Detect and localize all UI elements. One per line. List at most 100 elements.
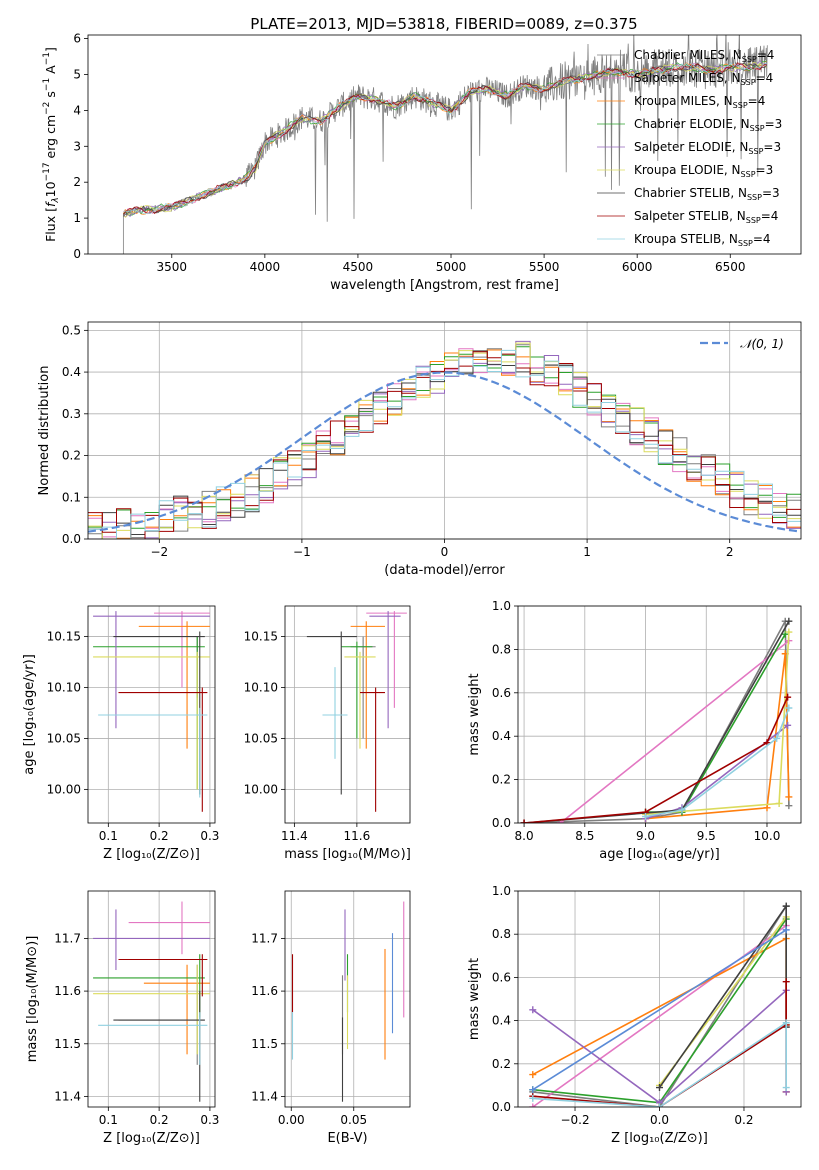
mass_vs_Z-x-tick-label: 0.2 (150, 1113, 169, 1127)
legend-entry: Chabrier ELODIE, NSSP=3 (634, 117, 782, 133)
model-spectrum-line (123, 62, 767, 215)
spectrum-y-tick-label: 4 (73, 103, 81, 117)
weight_vs_age-y-tick-label: 0.2 (492, 773, 511, 787)
age_vs_Z-x-tick-label: 0.1 (99, 829, 118, 843)
age_vs_mass-frame (284, 605, 411, 824)
age_vs_Z-y-tick-label: 10.05 (47, 731, 81, 745)
weight_vs_Z-y-tick-label: 0.8 (492, 927, 511, 941)
mass_vs_ebv-y-tick-label: 11.5 (251, 1037, 278, 1051)
weight_vs_Z-y-tick-label: 0.2 (492, 1057, 511, 1071)
mass-weight-marker (785, 793, 793, 801)
legend-entry: Salpeter STELIB, NSSP=4 (634, 209, 778, 225)
legend-entry: Kroupa ELODIE, NSSP=3 (634, 163, 773, 179)
weight_vs_Z-y-tick-label: 0.4 (492, 1014, 511, 1028)
mass-weight-marker (782, 978, 790, 986)
age_vs_Z-frame (87, 605, 216, 824)
mass-weight-marker (782, 1084, 790, 1092)
mass-weight-marker (782, 1019, 790, 1027)
model-spectrum-line (123, 62, 767, 217)
mass-weight-line (532, 929, 787, 1091)
residuals-y-tick-label: 0.1 (62, 490, 81, 504)
residuals-x-tick-label: 2 (726, 545, 734, 559)
age_vs_Z-y-tick-label: 10.00 (47, 782, 81, 796)
legend-entry: Chabrier MILES, NSSP=4 (634, 48, 774, 64)
age_vs_Z-ylabel: age [log₁₀(age/yr)] (22, 654, 37, 775)
age_vs_mass-y-tick-label: 10.15 (244, 630, 278, 644)
age_vs_Z-axes: 0.1 0.2 0.3 10.00 10.05 10.10 10.15 Z [log₁₀(Z/… (22, 605, 219, 862)
mass-weight-marker (785, 802, 793, 810)
mass_vs_Z-xlabel: Z [log₁₀(Z/Z⊙)] (103, 1131, 200, 1146)
mass-weight-marker (785, 628, 793, 636)
spectrum-x-tick-label: 5500 (529, 260, 560, 274)
weight_vs_Z-xlabel: Z [log₁₀(Z/Z⊙)] (611, 1131, 708, 1146)
residuals-xlabel: (data-model)/error (384, 563, 505, 578)
residuals-y-tick-label: 0.5 (62, 323, 81, 337)
spectrum-y-tick-label: 3 (73, 139, 81, 153)
mass_vs_ebv-plot-area (291, 901, 405, 1102)
age_vs_Z-y-tick-label: 10.10 (47, 681, 81, 695)
weight_vs_age-x-tick-label: 10.0 (754, 829, 781, 843)
mass_vs_Z-y-tick-label: 11.6 (54, 984, 81, 998)
mass_vs_Z-x-tick-label: 0.3 (200, 1113, 219, 1127)
model-spectrum-line (123, 62, 767, 215)
spectrum-x-tick-label: 4000 (250, 260, 281, 274)
mass-weight-marker (529, 1006, 537, 1014)
weight_vs_Z-y-tick-label: 1.0 (492, 884, 511, 898)
weight_vs_age-x-tick-label: 8.0 (515, 829, 534, 843)
residuals-plot-area (88, 340, 801, 539)
mass_vs_Z-y-tick-label: 11.5 (54, 1037, 81, 1051)
mass_vs_Z-axes: 0.1 0.2 0.3 11.4 11.5 11.6 11.7 Z [log₁₀(Z/Z⊙)]… (25, 890, 219, 1146)
model-spectrum-line (123, 61, 767, 218)
residual-histogram-step (88, 349, 801, 539)
mass_vs_ebv-xlabel: E(B-V) (327, 1131, 367, 1146)
residuals-y-tick-label: 0.3 (62, 407, 81, 421)
mass-weight-marker (785, 617, 793, 625)
mass-weight-marker (784, 693, 792, 701)
weight_vs_age-y-tick-label: 1.0 (492, 599, 511, 613)
weight_vs_Z-frame (517, 890, 802, 1108)
weight_vs_Z-plot-area (529, 902, 790, 1107)
weight_vs_age-y-tick-label: 0.0 (492, 816, 511, 830)
spectrum-x-tick-label: 6000 (622, 260, 653, 274)
age_vs_mass-x-tick-label: 11.4 (281, 829, 308, 843)
age_vs_mass-y-tick-label: 10.10 (244, 681, 278, 695)
weight_vs_Z-x-tick-label: −0.2 (560, 1113, 589, 1127)
age_vs_Z-xlabel: Z [log₁₀(Z/Z⊙)] (103, 847, 200, 862)
spectrum-x-tick-label: 5000 (436, 260, 467, 274)
spectrum-y-tick-label: 0 (73, 247, 81, 261)
spectrum-y-tick-label: 2 (73, 175, 81, 189)
weight_vs_Z-y-tick-label: 0.0 (492, 1100, 511, 1114)
spectrum-frame (87, 34, 802, 255)
mass_vs_ebv-axes: 0.00 0.05 11.4 11.5 11.6 11.7 E(B-V) (251, 890, 411, 1146)
mass-weight-marker (656, 1084, 663, 1092)
mass-weight-marker (781, 630, 789, 638)
legend-entry: Salpeter ELODIE, NSSP=3 (634, 140, 781, 156)
age_vs_mass-y-tick-label: 10.00 (244, 782, 278, 796)
mass-weight-marker (773, 734, 781, 742)
weight_vs_age-y-tick-label: 0.8 (492, 642, 511, 656)
age_vs_mass-x-tick-label: 11.6 (344, 829, 371, 843)
normal-curve (88, 371, 801, 533)
age_vs_mass-xlabel: mass [log₁₀(M/M⊙)] (284, 847, 411, 862)
mass_vs_Z-x-tick-label: 0.1 (99, 1113, 118, 1127)
spectrum-x-tick-label: 6500 (715, 260, 746, 274)
model-spectrum-line (123, 62, 767, 215)
weight_vs_Z-ylabel: mass weight (467, 958, 482, 1040)
age_vs_Z-x-tick-label: 0.2 (150, 829, 169, 843)
age_vs_Z-y-tick-label: 10.15 (47, 630, 81, 644)
legend-entry: Kroupa STELIB, NSSP=4 (634, 232, 771, 248)
mass-weight-marker (784, 721, 792, 729)
weight_vs_age-y-tick-label: 0.4 (492, 729, 511, 743)
observed-spectrum-line (123, 35, 768, 222)
mass-weight-marker (529, 1103, 537, 1107)
mass-weight-marker (785, 704, 793, 712)
weight_vs_Z-x-tick-label: 0.0 (650, 1113, 669, 1127)
mass-weight-marker (775, 799, 783, 807)
spectrum-legend: Chabrier MILES, NSSP=4 Salpeter MILES, NS… (597, 48, 782, 248)
residuals-y-tick-label: 0.0 (62, 532, 81, 546)
residuals-frame (87, 321, 802, 540)
mass_vs_ebv-x-tick-label: 0.05 (340, 1113, 367, 1127)
residuals-ylabel: Normed distribution (37, 366, 52, 496)
age_vs_mass-y-tick-label: 10.05 (244, 731, 278, 745)
